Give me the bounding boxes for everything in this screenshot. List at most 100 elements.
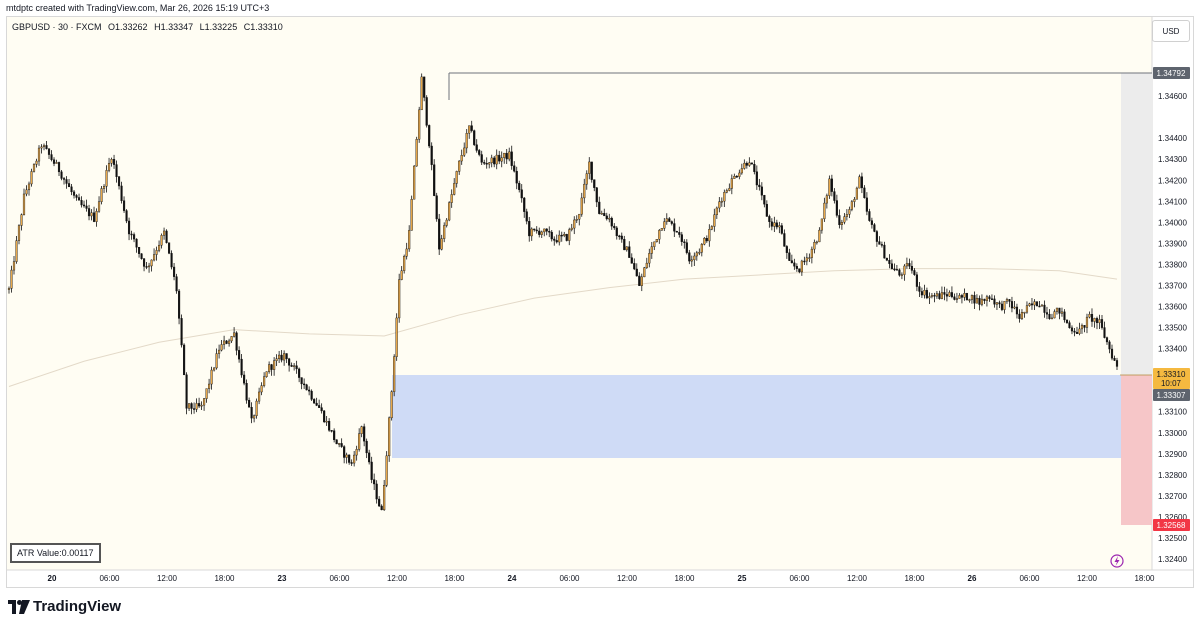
price-tag-high-text: 1.34792 — [1157, 69, 1186, 78]
ohlc-high: H1.33347 — [154, 22, 194, 32]
candle-body — [975, 297, 979, 304]
candle-body — [188, 403, 191, 409]
demand-zone — [392, 375, 1152, 458]
price-tag-low-marker: 1.33307 — [1153, 389, 1190, 401]
candle-body — [458, 160, 461, 172]
candle-body — [905, 263, 908, 267]
candle-body — [755, 171, 758, 186]
price-tag-low: 1.32568 — [1153, 519, 1190, 531]
candle-body — [1010, 301, 1014, 309]
candle-body — [223, 340, 226, 345]
candle-body — [718, 201, 721, 209]
candle-body — [620, 235, 623, 240]
candle-body — [813, 242, 816, 250]
candle-body — [793, 262, 796, 267]
candle-body — [900, 274, 903, 276]
candle-body — [865, 197, 868, 212]
candle-body — [200, 404, 203, 407]
candle-body — [15, 240, 18, 262]
candle-body — [225, 340, 228, 344]
candle-body — [358, 433, 361, 450]
candle-body — [95, 211, 98, 222]
candle-body — [1030, 303, 1034, 306]
x-tick-label: 20 — [48, 574, 57, 583]
candle-body — [1100, 319, 1104, 328]
candle-body — [185, 374, 188, 409]
candle-body — [203, 398, 206, 406]
candle-body — [160, 235, 163, 246]
candle-body — [280, 354, 283, 361]
candle-body — [645, 262, 648, 268]
candle-body — [570, 227, 573, 230]
candle-body — [808, 257, 811, 259]
candle-body — [1068, 322, 1071, 329]
candle-body — [533, 228, 536, 231]
candle-body — [1113, 358, 1116, 361]
candle-body — [150, 259, 153, 267]
candle-body — [978, 297, 981, 305]
candle-body — [270, 364, 273, 370]
candle-body — [625, 246, 628, 251]
candle-body — [825, 195, 828, 204]
candle-body — [928, 296, 931, 299]
candle-body — [1040, 304, 1044, 307]
ohlc-close: C1.33310 — [243, 22, 283, 32]
candle-body — [488, 162, 491, 165]
candle-body — [315, 402, 318, 406]
candle-body — [278, 354, 281, 359]
candle-body — [295, 365, 298, 370]
candle-body — [875, 231, 878, 242]
candle-body — [1080, 325, 1084, 330]
candle-body — [1000, 303, 1004, 310]
x-tick-label: 06:00 — [559, 574, 580, 583]
candle-body — [788, 252, 791, 261]
candle-body — [545, 228, 548, 232]
candle-body — [853, 199, 856, 202]
candle-body — [750, 162, 753, 165]
candle-body — [205, 388, 208, 399]
x-tick-label: 18:00 — [444, 574, 465, 583]
candle-body — [728, 188, 731, 191]
candle-body — [990, 298, 994, 300]
candle-body — [575, 219, 578, 221]
candle-body — [403, 256, 406, 271]
symbol-name[interactable]: GBPUSD · 30 · FXCM — [12, 22, 102, 32]
candle-body — [993, 298, 996, 305]
candles-group — [7, 73, 1119, 511]
x-tick-label: 25 — [738, 574, 747, 583]
candle-body — [955, 298, 959, 300]
candle-body — [613, 225, 616, 229]
candle-body — [1110, 348, 1114, 359]
candle-body — [675, 231, 678, 233]
tradingview-logo-icon — [8, 599, 30, 614]
candle-body — [308, 389, 311, 392]
currency-button[interactable]: USD — [1152, 20, 1190, 42]
y-tick-label: 1.33600 — [1158, 303, 1187, 312]
candle-body — [420, 76, 423, 111]
candle-body — [585, 173, 588, 185]
candle-body — [870, 220, 873, 225]
candle-body — [363, 426, 366, 442]
candle-body — [1060, 311, 1064, 314]
price-tag-low-marker-text: 1.33307 — [1157, 391, 1186, 400]
candle-body — [147, 265, 151, 268]
candle-body — [248, 400, 251, 408]
x-tick-label: 12:00 — [617, 574, 638, 583]
candle-body — [328, 420, 331, 431]
candle-body — [430, 145, 433, 165]
candle-body — [765, 203, 768, 217]
candle-body — [62, 178, 66, 180]
candle-body — [75, 195, 78, 198]
candle-body — [748, 162, 751, 166]
candle-body — [265, 371, 268, 377]
candle-body — [680, 234, 683, 242]
candle-body — [828, 178, 831, 196]
y-tick-label: 1.32800 — [1158, 471, 1187, 480]
candle-body — [518, 182, 521, 190]
candle-body — [373, 479, 376, 485]
candle-body — [660, 228, 663, 231]
candle-body — [1058, 307, 1061, 314]
candle-body — [930, 295, 933, 297]
lightning-icon[interactable] — [1110, 554, 1124, 568]
